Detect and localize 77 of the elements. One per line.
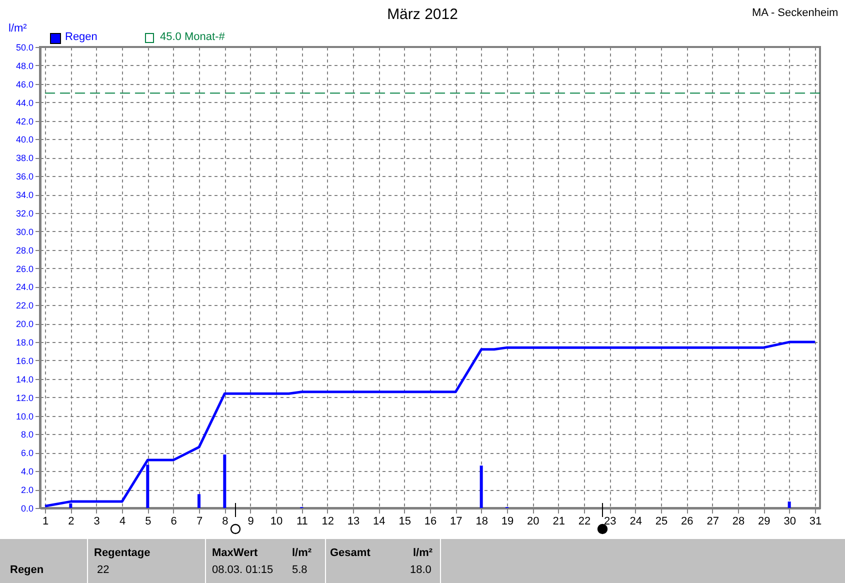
y-tick-label: 48.0 xyxy=(16,60,34,71)
x-tick-label: 8 xyxy=(222,516,228,528)
line-series xyxy=(44,340,816,508)
x-tick-label: 30 xyxy=(784,516,796,528)
text: l/m² xyxy=(413,547,433,559)
bar xyxy=(223,454,226,508)
text: Regen xyxy=(10,564,44,576)
x-tick-label: 12 xyxy=(322,516,334,528)
y-tick-label: 30.0 xyxy=(16,226,34,237)
x-tick-label: 29 xyxy=(758,516,770,528)
text: MaxWert xyxy=(212,547,258,559)
y-tick-label: 18.0 xyxy=(16,338,34,348)
y-axis-title: l/m² xyxy=(8,22,28,34)
text: Regentage xyxy=(94,547,150,559)
x-tick-label: 24 xyxy=(630,516,642,528)
y-tick-label: 36.0 xyxy=(16,172,34,182)
y-tick-label: 8.0 xyxy=(20,430,34,440)
text: 18.0 xyxy=(410,564,432,576)
x-tick-label: 27 xyxy=(706,516,719,528)
y-tick-label: 22.0 xyxy=(16,300,34,311)
y-tick-label: 20.0 xyxy=(16,319,34,330)
x-tick-label: 16 xyxy=(424,516,437,528)
x-tick-label: 18 xyxy=(476,516,488,528)
x-tick-label: 21 xyxy=(552,516,565,528)
x-tick-label: 6 xyxy=(170,516,177,528)
y-tick-label: 0.0 xyxy=(20,504,34,514)
y-tick-label: 2.0 xyxy=(20,485,34,496)
y-tick-label: 26.0 xyxy=(16,264,34,274)
x-tick-label: 9 xyxy=(248,516,254,528)
x-tick-label: 1 xyxy=(42,516,49,528)
y-tick-label: 38.0 xyxy=(16,153,34,164)
bar xyxy=(788,502,791,508)
y-tick-label: 10.0 xyxy=(16,411,34,422)
x-tick-label: 13 xyxy=(347,516,360,528)
x-tick-label: 7 xyxy=(196,516,203,528)
x-tick-label: 20 xyxy=(527,516,540,528)
y-tick-label: 32.0 xyxy=(16,208,34,218)
x-tick-label: 28 xyxy=(732,516,745,528)
y-tick-label: 42.0 xyxy=(16,116,34,126)
x-tick-label: 25 xyxy=(655,516,668,528)
x-tick-label: 23 xyxy=(604,516,616,528)
y-tick-label: 46.0 xyxy=(16,79,34,90)
chart-title: März 2012 xyxy=(387,6,458,23)
y-tick-label: 16.0 xyxy=(16,356,34,366)
legend-label: 45.0 Monat-# xyxy=(160,31,225,43)
y-tick-label: 40.0 xyxy=(16,134,34,145)
y-tick-label: 14.0 xyxy=(16,374,34,384)
x-tick-label: 26 xyxy=(681,516,694,528)
x-tick-label: 22 xyxy=(578,516,591,528)
bar xyxy=(198,494,200,508)
bar xyxy=(480,466,483,508)
text: MA - Seckenheim xyxy=(752,7,838,19)
x-tick-label: 17 xyxy=(450,516,462,528)
y-tick-label: 34.0 xyxy=(16,190,34,200)
y-tick-label: 6.0 xyxy=(20,448,34,458)
x-tick-label: 4 xyxy=(119,516,126,528)
x-tick-label: 5 xyxy=(145,516,152,528)
text: 08.03. 01:15 xyxy=(212,564,274,576)
x-tick-label: 31 xyxy=(809,516,822,528)
x-tick-label: 19 xyxy=(501,516,514,528)
y-tick-label: 28.0 xyxy=(16,245,34,256)
text: Gesamt xyxy=(330,547,370,559)
y-tick-label: 4.0 xyxy=(20,466,34,477)
x-tick-label: 2 xyxy=(68,516,74,528)
legend-label: Regen xyxy=(65,31,98,43)
text: l/m² xyxy=(292,547,312,559)
y-tick-label: 50.0 xyxy=(16,42,34,52)
x-tick-label: 15 xyxy=(398,516,411,528)
y-tick-label: 12.0 xyxy=(16,392,34,403)
x-tick-label: 14 xyxy=(373,516,386,528)
text: 5.8 xyxy=(292,564,308,576)
x-tick-label: 10 xyxy=(270,516,283,528)
text: 22 xyxy=(97,564,110,576)
y-tick-label: 44.0 xyxy=(16,98,34,108)
x-tick-label: 3 xyxy=(94,516,100,528)
x-tick-label: 11 xyxy=(296,516,308,528)
y-tick-label: 24.0 xyxy=(16,282,34,292)
